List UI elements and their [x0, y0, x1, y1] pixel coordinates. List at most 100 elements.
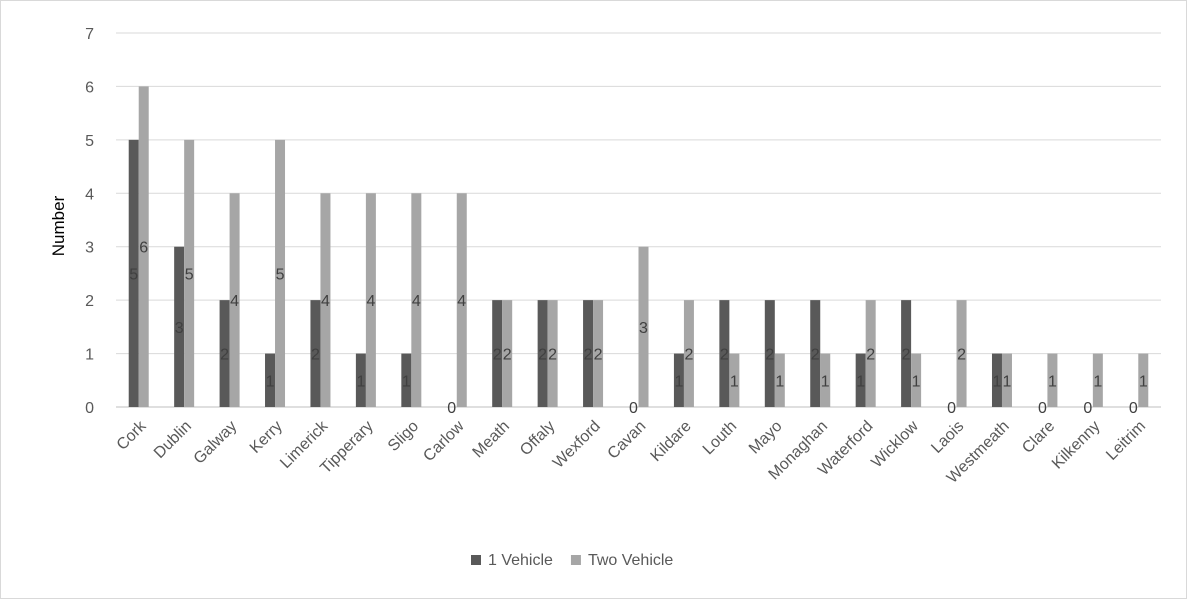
x-tick-label: Wicklow	[868, 417, 922, 471]
y-tick-label: 0	[85, 400, 94, 417]
x-tick-label: Leitrim	[1103, 418, 1149, 464]
y-tick-label: 2	[85, 293, 94, 310]
x-tick-label: Cork	[114, 417, 151, 454]
x-tick-label: Wexford	[550, 418, 604, 472]
data-label: 1	[1139, 373, 1148, 390]
x-tick-label: Meath	[470, 418, 513, 461]
bar-two-vehicle	[729, 353, 740, 407]
bar-one-vehicle	[537, 300, 548, 407]
data-label: 3	[175, 320, 184, 337]
bar-two-vehicle	[1047, 353, 1058, 407]
data-label: 1	[856, 373, 865, 390]
bar-two-vehicle	[683, 300, 694, 407]
bar-one-vehicle	[401, 353, 412, 407]
data-label: 2	[902, 347, 911, 364]
x-tick-label: Offaly	[517, 418, 558, 459]
y-axis-title: Number	[49, 195, 68, 256]
data-label: 3	[639, 320, 648, 337]
bar-one-vehicle	[265, 353, 276, 407]
bar-two-vehicle	[638, 246, 649, 407]
bars	[128, 86, 1149, 407]
x-tick-label: Laois	[928, 418, 967, 457]
bar-two-vehicle	[320, 193, 331, 407]
bar-one-vehicle	[673, 353, 684, 407]
bar-two-vehicle	[184, 139, 195, 407]
bar-one-vehicle	[583, 300, 594, 407]
data-label: 0	[629, 400, 638, 417]
bar-two-vehicle	[1138, 353, 1149, 407]
data-label: 2	[311, 347, 320, 364]
data-label: 2	[538, 347, 547, 364]
bar-two-vehicle	[547, 300, 558, 407]
y-tick-label: 6	[85, 79, 94, 96]
data-label: 2	[866, 347, 875, 364]
x-tick-label: Kildare	[648, 418, 695, 465]
bar-one-vehicle	[355, 353, 366, 407]
data-label: 4	[230, 293, 239, 310]
bar-one-vehicle	[855, 353, 866, 407]
legend-swatch	[471, 555, 481, 565]
bar-two-vehicle	[593, 300, 604, 407]
data-label: 0	[947, 400, 956, 417]
data-label: 2	[684, 347, 693, 364]
data-label: 2	[957, 347, 966, 364]
x-tick-label: Sligo	[385, 418, 422, 455]
data-label: 0	[1038, 400, 1047, 417]
x-tick-label: Dublin	[151, 418, 195, 462]
data-label: 1	[1093, 373, 1102, 390]
bar-one-vehicle	[128, 139, 139, 407]
data-label: 5	[185, 266, 194, 283]
legend: 1 Vehicle Two Vehicle	[471, 552, 673, 569]
data-label: 0	[447, 400, 456, 417]
legend-label: 1 Vehicle	[488, 552, 553, 569]
y-axis-ticks: 0 1 2 3 4 5 6 7	[85, 26, 94, 417]
bar-two-vehicle	[820, 353, 831, 407]
bar-one-vehicle	[219, 300, 230, 407]
bar-two-vehicle	[865, 300, 876, 407]
data-label: 2	[594, 347, 603, 364]
data-label: 5	[129, 266, 138, 283]
bar-two-vehicle	[411, 193, 422, 407]
bar-one-vehicle	[764, 300, 775, 407]
y-tick-label: 1	[85, 347, 94, 364]
legend-swatch	[570, 555, 581, 565]
data-label: 2	[493, 347, 502, 364]
data-label: 2	[584, 347, 593, 364]
legend-label: Two Vehicle	[588, 552, 673, 569]
bar-two-vehicle	[956, 300, 967, 407]
bar-two-vehicle	[1001, 353, 1012, 407]
bar-one-vehicle	[174, 246, 185, 407]
y-tick-label: 7	[85, 26, 94, 43]
x-tick-label: Cavan	[605, 418, 650, 463]
y-tick-label: 3	[85, 240, 94, 257]
data-label: 1	[1003, 373, 1012, 390]
x-tick-label: Galway	[191, 418, 241, 468]
data-label: 1	[912, 373, 921, 390]
bar-two-vehicle	[774, 353, 785, 407]
bar-one-vehicle	[901, 300, 912, 407]
data-label: 2	[503, 347, 512, 364]
data-label: 1	[266, 373, 275, 390]
bar-two-vehicle	[456, 193, 467, 407]
data-label: 4	[412, 293, 421, 310]
bar-one-vehicle	[492, 300, 503, 407]
data-label: 2	[765, 347, 774, 364]
bar-two-vehicle	[502, 300, 513, 407]
data-label: 1	[775, 373, 784, 390]
data-label: 1	[674, 373, 683, 390]
x-tick-label: Carlow	[420, 417, 468, 465]
data-label: 2	[220, 347, 229, 364]
bar-one-vehicle	[310, 300, 321, 407]
data-label: 1	[356, 373, 365, 390]
data-label: 5	[276, 266, 285, 283]
bar-two-vehicle	[365, 193, 376, 407]
data-label: 2	[720, 347, 729, 364]
bar-two-vehicle	[138, 86, 149, 407]
data-label: 4	[321, 293, 330, 310]
data-label: 1	[993, 373, 1002, 390]
bar-one-vehicle	[719, 300, 730, 407]
